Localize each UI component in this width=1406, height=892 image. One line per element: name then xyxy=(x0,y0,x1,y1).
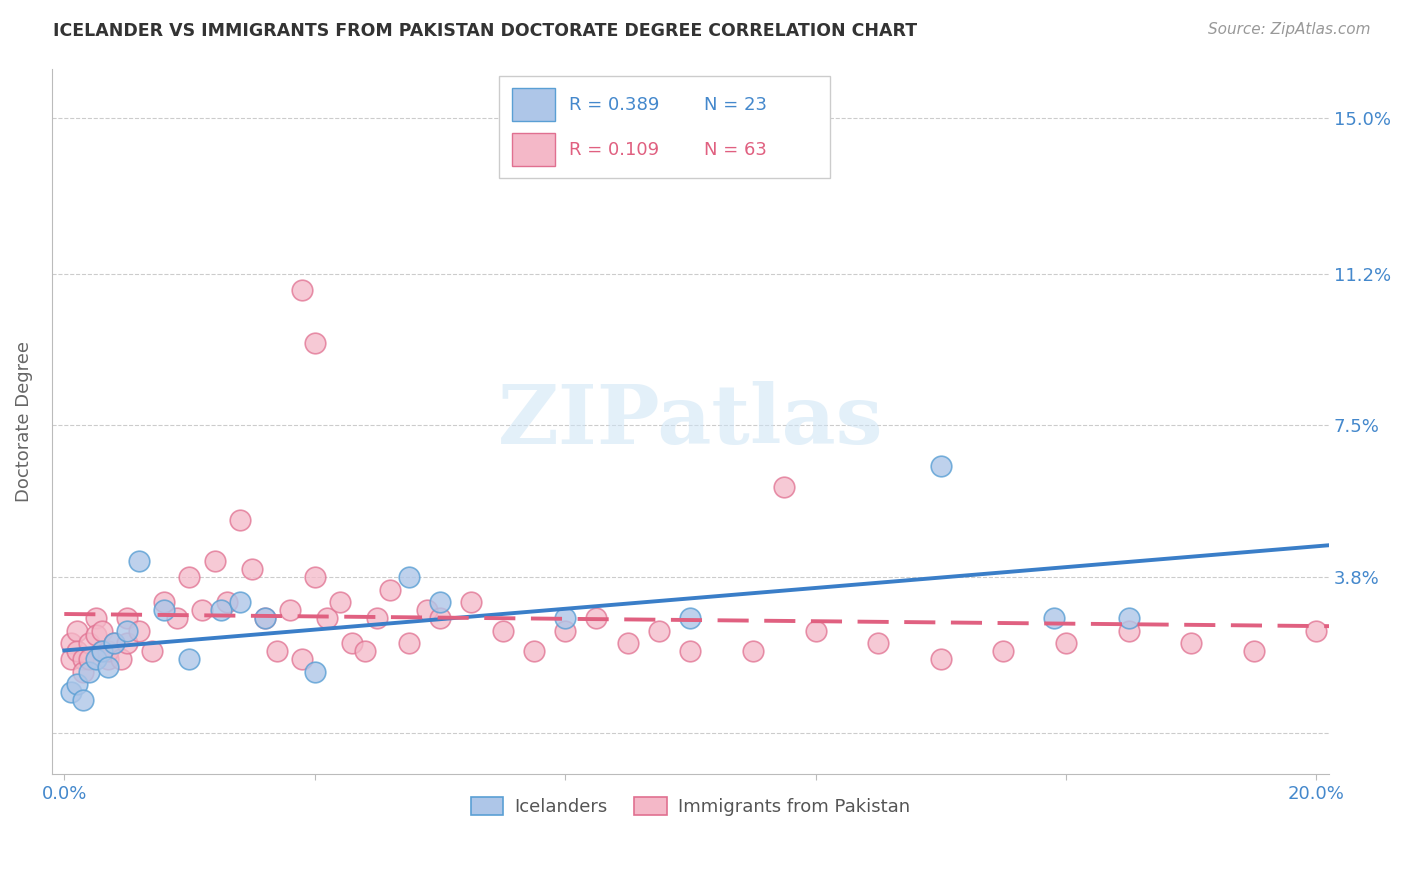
Point xyxy=(993,644,1015,658)
Point xyxy=(128,554,150,568)
Point xyxy=(90,624,112,638)
Point xyxy=(84,611,107,625)
Point xyxy=(228,595,250,609)
Point xyxy=(329,595,352,609)
Point xyxy=(103,636,125,650)
Point xyxy=(115,636,138,650)
Point xyxy=(128,624,150,638)
Point xyxy=(353,644,375,658)
Point xyxy=(1118,611,1140,625)
Point xyxy=(79,665,101,679)
Legend: Icelanders, Immigrants from Pakistan: Icelanders, Immigrants from Pakistan xyxy=(461,788,920,825)
Point xyxy=(868,636,890,650)
Point xyxy=(240,562,263,576)
FancyBboxPatch shape xyxy=(512,88,555,121)
Point xyxy=(366,611,388,625)
Point xyxy=(191,603,214,617)
Point xyxy=(679,644,702,658)
Point xyxy=(59,685,82,699)
Point xyxy=(304,336,326,351)
Point xyxy=(554,624,576,638)
Point xyxy=(215,595,238,609)
FancyBboxPatch shape xyxy=(499,76,830,178)
Point xyxy=(342,636,364,650)
Point xyxy=(1118,624,1140,638)
Point xyxy=(398,636,420,650)
Point xyxy=(115,611,138,625)
Y-axis label: Doctorate Degree: Doctorate Degree xyxy=(15,341,32,502)
Point xyxy=(460,595,482,609)
Point xyxy=(253,611,276,625)
FancyBboxPatch shape xyxy=(512,133,555,166)
Point xyxy=(66,624,89,638)
Point xyxy=(153,595,176,609)
Point xyxy=(97,660,120,674)
Point xyxy=(204,554,226,568)
Point xyxy=(84,627,107,641)
Point xyxy=(84,652,107,666)
Point xyxy=(585,611,607,625)
Point xyxy=(90,644,112,658)
Point xyxy=(79,652,101,666)
Point xyxy=(804,624,827,638)
Point xyxy=(523,644,546,658)
Point xyxy=(398,570,420,584)
Point xyxy=(253,611,276,625)
Point xyxy=(66,644,89,658)
Point xyxy=(166,611,188,625)
Point xyxy=(66,677,89,691)
Point xyxy=(110,652,132,666)
Point xyxy=(929,652,952,666)
Point xyxy=(1054,636,1077,650)
Point xyxy=(554,611,576,625)
Point xyxy=(429,595,451,609)
Point xyxy=(648,624,671,638)
Point xyxy=(209,603,232,617)
Point xyxy=(416,603,439,617)
Point xyxy=(228,513,250,527)
Point xyxy=(742,644,765,658)
Point xyxy=(153,603,176,617)
Point xyxy=(1305,624,1327,638)
Text: ZIPatlas: ZIPatlas xyxy=(498,381,883,461)
Point xyxy=(97,644,120,658)
Point xyxy=(616,636,638,650)
Point xyxy=(90,644,112,658)
Point xyxy=(72,652,94,666)
Point xyxy=(378,582,401,597)
Point xyxy=(72,665,94,679)
Point xyxy=(491,624,513,638)
Point xyxy=(429,611,451,625)
Point xyxy=(179,652,201,666)
Text: Source: ZipAtlas.com: Source: ZipAtlas.com xyxy=(1208,22,1371,37)
Point xyxy=(291,283,314,297)
Point xyxy=(79,636,101,650)
Point xyxy=(97,652,120,666)
Point xyxy=(59,652,82,666)
Point xyxy=(115,624,138,638)
Text: ICELANDER VS IMMIGRANTS FROM PAKISTAN DOCTORATE DEGREE CORRELATION CHART: ICELANDER VS IMMIGRANTS FROM PAKISTAN DO… xyxy=(53,22,918,40)
Point xyxy=(266,644,288,658)
Point xyxy=(1243,644,1265,658)
Point xyxy=(291,652,314,666)
Point xyxy=(1180,636,1202,650)
Text: N = 63: N = 63 xyxy=(704,141,766,159)
Point xyxy=(278,603,301,617)
Point xyxy=(929,459,952,474)
Point xyxy=(773,480,796,494)
Text: R = 0.389: R = 0.389 xyxy=(568,95,659,113)
Point xyxy=(141,644,163,658)
Point xyxy=(679,611,702,625)
Text: R = 0.109: R = 0.109 xyxy=(568,141,658,159)
Point xyxy=(72,693,94,707)
Point xyxy=(103,636,125,650)
Point xyxy=(59,636,82,650)
Point xyxy=(304,665,326,679)
Text: N = 23: N = 23 xyxy=(704,95,768,113)
Point xyxy=(304,570,326,584)
Point xyxy=(179,570,201,584)
Point xyxy=(316,611,339,625)
Point xyxy=(1042,611,1064,625)
